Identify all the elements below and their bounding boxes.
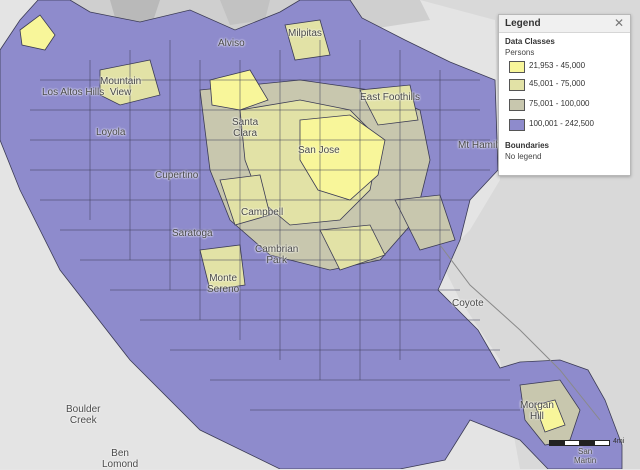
legend-boundaries-title: Boundaries xyxy=(505,141,550,150)
legend-header: Legend ✕ xyxy=(499,15,630,33)
legend-class-label: 100,001 - 242,500 xyxy=(529,119,594,128)
place-label-monte-sereno[interactable]: Monte Sereno xyxy=(207,273,240,295)
legend-swatch xyxy=(509,119,525,131)
place-label-cupertino[interactable]: Cupertino xyxy=(155,170,199,181)
place-label-alviso[interactable]: Alviso xyxy=(218,38,245,49)
place-label-saratoga[interactable]: Saratoga xyxy=(172,228,213,239)
legend-data-classes-subtitle: Persons xyxy=(505,48,535,57)
tract-milpitas-pale xyxy=(284,19,331,61)
place-label-loyola[interactable]: Loyola xyxy=(96,127,126,138)
tract-cluster-yellow xyxy=(299,114,386,201)
bay-detail xyxy=(220,0,270,25)
legend-swatch xyxy=(509,99,525,111)
legend-panel: Legend ✕ Data Classes Persons 21,953 - 4… xyxy=(498,14,631,176)
legend-class-label: 75,001 - 100,000 xyxy=(529,99,590,108)
place-label-ben-lomond[interactable]: Ben Lomond xyxy=(102,448,139,470)
legend-class-label: 45,001 - 75,000 xyxy=(529,79,586,88)
place-label-los-altos-hills[interactable]: Los Altos Hills xyxy=(42,87,105,98)
place-label-morgan-hill[interactable]: Morgan Hill xyxy=(520,400,554,422)
place-label-mt-hamilton[interactable]: Mt Hamilton xyxy=(458,140,512,151)
scale-bar: 4mi xyxy=(549,438,624,448)
scale-segment xyxy=(549,440,565,446)
scale-segment xyxy=(579,440,595,446)
tract-boundaries xyxy=(30,40,520,411)
tract-south-pale xyxy=(319,224,386,271)
legend-title: Legend xyxy=(505,18,541,29)
legend-swatch xyxy=(509,79,525,91)
place-label-san-martin[interactable]: San Martin xyxy=(574,447,597,465)
place-label-east-foothills[interactable]: East Foothills xyxy=(360,92,421,103)
place-label-milpitas[interactable]: Milpitas xyxy=(288,28,322,39)
legend-swatch xyxy=(509,61,525,73)
scale-segment xyxy=(594,440,610,446)
place-label-mountain-view[interactable]: Mountain View xyxy=(100,76,142,98)
place-label-campbell[interactable]: Campbell xyxy=(241,207,284,218)
tract-morganhill-yellow xyxy=(534,399,566,433)
highway-101 xyxy=(439,244,601,421)
place-label-cambrian-park[interactable]: Cambrian Park xyxy=(255,244,299,266)
tract-montesereno xyxy=(199,244,246,291)
legend-class-label: 21,953 - 45,000 xyxy=(529,61,586,70)
place-label-santa-clara[interactable]: Santa Clara xyxy=(232,117,259,139)
place-label-san-jose[interactable]: San Jose xyxy=(298,145,340,156)
tract-ef-pale xyxy=(359,84,419,126)
close-icon[interactable]: ✕ xyxy=(613,16,624,30)
scale-label: 4mi xyxy=(613,438,625,445)
scale-segment xyxy=(564,440,580,446)
place-label-boulder-creek[interactable]: Boulder Creek xyxy=(66,404,101,426)
legend-boundaries-text: No legend xyxy=(505,152,542,161)
place-label-coyote[interactable]: Coyote xyxy=(452,298,484,309)
legend-data-classes-title: Data Classes xyxy=(505,37,555,46)
tract-nw-low xyxy=(19,14,56,51)
